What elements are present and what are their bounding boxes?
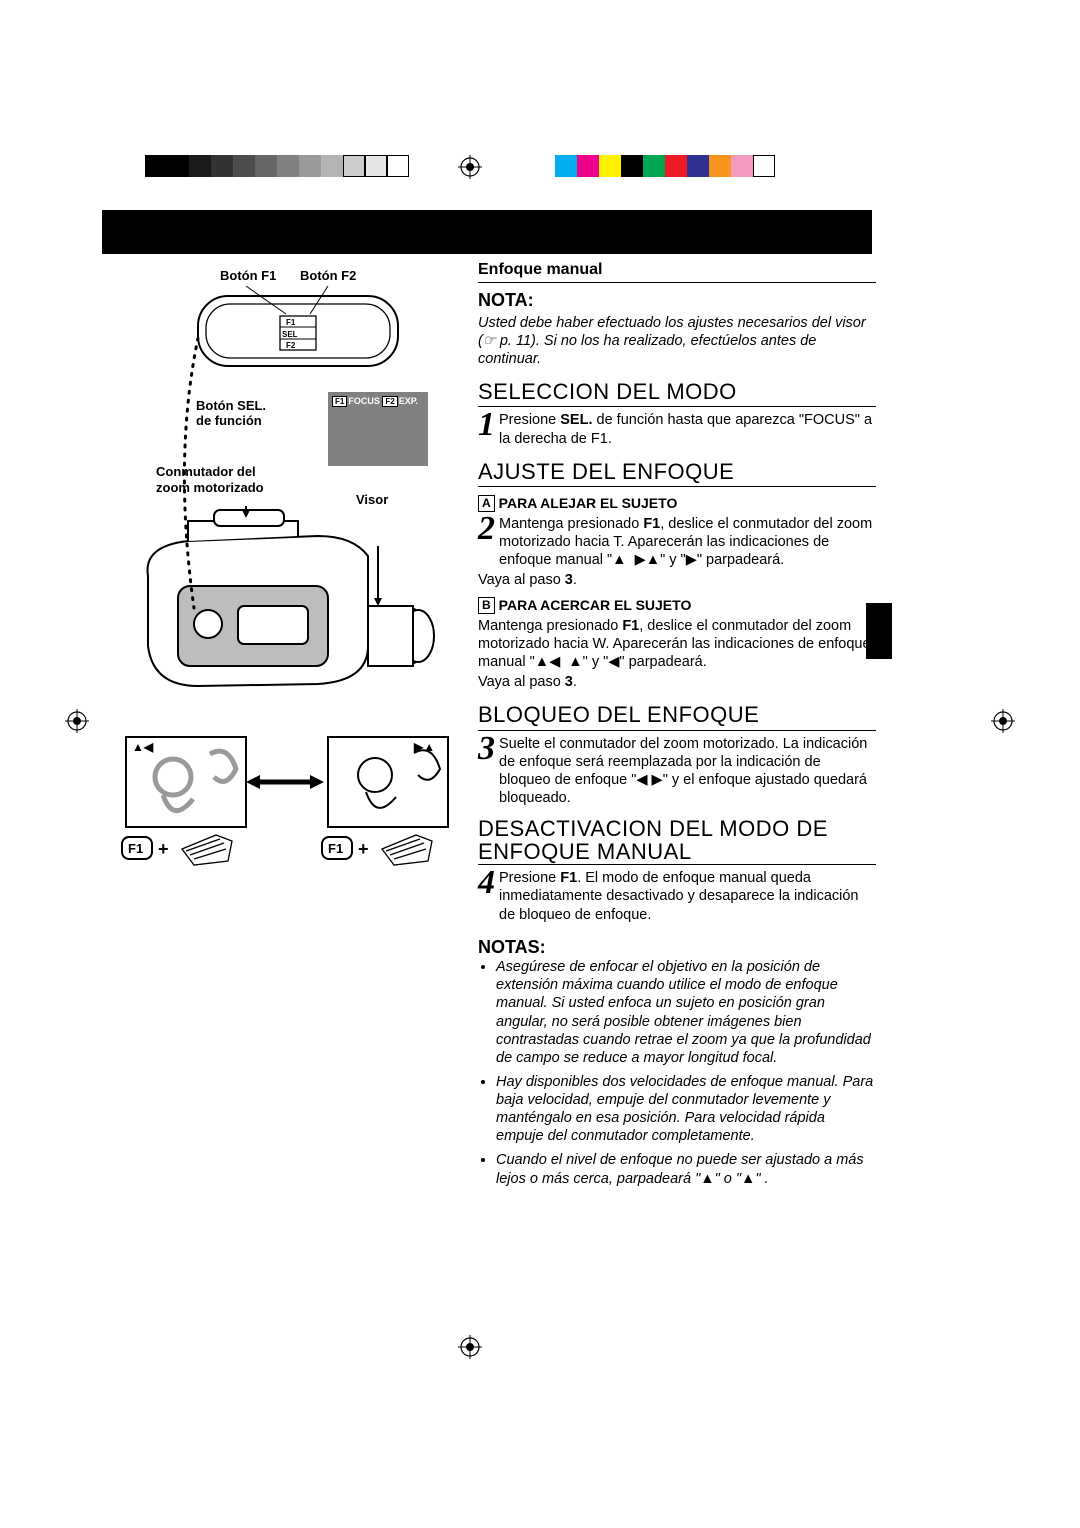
svg-text:F1: F1 <box>328 841 343 856</box>
nota-item-3: Cuando el nivel de enfoque no puede ser … <box>496 1151 876 1187</box>
step-number-2: 2 <box>478 515 495 544</box>
step-number-3: 3 <box>478 735 495 764</box>
right-text-column: Enfoque manual NOTA: Usted debe haber ef… <box>478 260 876 1194</box>
section-desactivacion: DESACTIVACION DEL MODO DE ENFOQUE MANUAL <box>478 817 876 865</box>
color-swatch-row <box>555 155 775 177</box>
vf-key-f1: F1 <box>332 396 347 407</box>
registration-mark-right <box>991 709 1015 733</box>
section-ajuste-enfoque: AJUSTE DEL ENFOQUE <box>478 458 876 488</box>
heading-nota: NOTA: <box>478 289 876 312</box>
vf-key-f2: F2 <box>382 396 397 407</box>
nota-body: Usted debe haber efectuado los ajustes n… <box>478 314 876 368</box>
step2b-text: Mantenga presionado F1, deslice el conmu… <box>478 617 876 671</box>
svg-text:+: + <box>358 839 369 859</box>
svg-text:+: + <box>158 839 169 859</box>
registration-mark-bottom <box>458 1335 482 1359</box>
sub-b-label: BPARA ACERCAR EL SUJETO <box>478 597 876 615</box>
label-conmutador: Conmutador del <box>156 464 256 479</box>
button-panel-diagram: F1 SEL F2 <box>196 286 406 396</box>
label-boton-f2: Botón F2 <box>300 268 356 283</box>
viewfinder-panel: F1FOCUS F2EXP. <box>328 392 428 466</box>
label-zoom-motor: zoom motorizado <box>156 480 264 495</box>
registration-mark-top <box>458 155 482 179</box>
left-diagram-column: Botón F1 Botón F2 F1 SEL F2 Botón SEL. d… <box>118 268 462 884</box>
section-seleccion-modo: SELECCION DEL MODO <box>478 378 876 408</box>
section-bloqueo-enfoque: BLOQUEO DEL ENFOQUE <box>478 701 876 731</box>
svg-text:▲◀: ▲◀ <box>132 740 154 754</box>
step3-text: Suelte el conmutador del zoom motorizado… <box>499 735 876 808</box>
label-boton-f1: Botón F1 <box>220 268 276 283</box>
svg-text:▶▲: ▶▲ <box>413 740 435 754</box>
step4-text: Presione F1. El modo de enfoque manual q… <box>499 869 876 923</box>
label-visor: Visor <box>356 492 388 507</box>
notas-list: Asegúrese de enfocar el objetivo en la p… <box>478 958 876 1188</box>
heading-enfoque-manual: Enfoque manual <box>478 260 876 283</box>
step1-text: Presione SEL. de función hasta que apare… <box>499 411 876 447</box>
step2b-goto: Vaya al paso 3. <box>478 673 876 691</box>
step2a-text: Mantenga presionado F1, deslice el conmu… <box>499 515 876 569</box>
key-f2-text: F2 <box>286 341 296 350</box>
page-header-bar <box>102 210 872 254</box>
registration-mark-left <box>65 709 89 733</box>
focus-demo-diagram: ▲◀ ▶▲ F1 + F1 + <box>118 729 458 879</box>
key-f1-text: F1 <box>286 318 296 327</box>
sub-a-label: APARA ALEJAR EL SUJETO <box>478 495 876 513</box>
nota-item-1: Asegúrese de enfocar el objetivo en la p… <box>496 958 876 1067</box>
svg-text:F1: F1 <box>128 841 143 856</box>
camcorder-diagram <box>118 506 448 706</box>
heading-notas: NOTAS: <box>478 936 876 959</box>
page-number: 21 <box>818 198 874 262</box>
nota-item-2: Hay disponibles dos velocidades de enfoq… <box>496 1073 876 1146</box>
gray-swatch-row <box>145 155 409 177</box>
step2a-goto: Vaya al paso 3. <box>478 571 876 589</box>
step-number-1: 1 <box>478 411 495 440</box>
key-sel-text: SEL <box>282 330 298 339</box>
vf-exp-label: EXP. <box>399 396 418 406</box>
vf-focus-label: FOCUS <box>348 396 380 406</box>
step-number-4: 4 <box>478 869 495 898</box>
